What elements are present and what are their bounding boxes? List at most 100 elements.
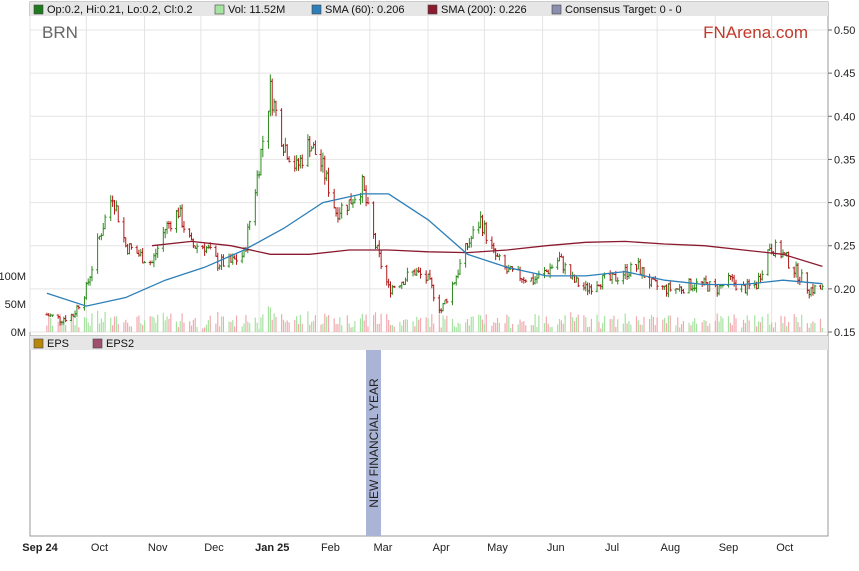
volume-bar [523,321,525,332]
volume-bar [517,324,519,332]
legend-top: Op:0.2, Hi:0.21, Lo:0.2, Cl:0.2 Vol: 11.5… [33,4,682,16]
volume-bar [784,316,786,332]
volume-bar [288,322,290,332]
volume-bar [472,316,474,332]
volume-bar [78,327,80,332]
volume-bar [284,322,286,332]
financial-year-banner [366,350,381,536]
volume-bar [649,318,651,332]
volume-bar [320,324,322,332]
y-tick-label: 0.50 [834,25,855,37]
volume-bar [431,314,433,332]
volume-bar [757,321,760,332]
volume-bar [459,323,461,332]
volume-bar [324,313,326,332]
legend-label: Vol: 11.52M [228,4,285,16]
volume-bar [228,321,230,332]
volume-bar [96,310,99,332]
volume-bar [281,314,283,332]
volume-bar [695,323,698,332]
volume-bar [104,311,106,332]
volume-bar [602,322,604,332]
volume-bar [767,313,769,332]
volume-bar [468,325,470,332]
volume-bar [545,316,547,332]
volume-bar [350,327,352,332]
volume-bar [48,316,50,332]
volume-bar [219,326,221,332]
eps-panel [29,335,829,537]
x-tick-label: Feb [321,542,340,554]
volume-bar [74,324,76,332]
volume-bar [205,324,208,332]
volume-bar [611,319,613,332]
volume-bar [339,317,341,332]
volume-bar [427,318,429,332]
volume-bar [558,318,561,332]
volume-bar [143,320,146,332]
volume-bar [675,325,677,332]
volume-bar [254,317,256,332]
volume-bar [333,318,335,332]
volume-bar [83,317,86,332]
volume-bar [363,320,365,332]
volume-bar [140,323,142,332]
volume-bar [386,313,388,332]
volume-bar [365,314,367,332]
volume-bar [170,313,172,332]
volume-bar [491,325,493,332]
volume-bar [617,319,619,332]
legend-label: SMA (200): 0.226 [441,4,527,16]
volume-bar [741,327,743,332]
volume-bar [780,315,782,332]
volume-bar [87,322,89,332]
volume-bar [814,322,816,332]
volume-bar [718,321,720,332]
volume-bar [564,315,566,332]
y-tick-label: 0.40 [834,111,855,123]
volume-bar [70,316,72,332]
brand-logo: FNArena.com [703,23,808,42]
volume-bar [465,322,467,332]
volume-bar [470,316,472,332]
volume-bar [748,320,750,332]
volume-bar [496,317,499,332]
volume-bar [662,319,664,332]
volume-bar [138,315,140,332]
volume-bar [549,327,551,332]
volume-bar [716,313,718,332]
volume-bar [51,325,54,332]
volume-bar [271,319,273,332]
legend-swatch [311,4,322,15]
volume-bar [399,321,401,332]
volume-bar [480,315,482,332]
volume-bar [361,313,363,332]
volume-bar [414,326,416,332]
volume-bar [769,324,771,332]
volume-bar [220,316,223,332]
volume-bar [793,314,795,332]
volume-bar [183,322,185,332]
volume-bar [808,327,810,332]
volume-bar [380,313,382,332]
volume-bar [359,318,362,332]
volume-bar [709,323,711,332]
volume-bar [759,322,762,332]
legend-swatch [551,4,562,15]
x-tick-label: Mar [374,542,393,554]
volume-bar [761,316,763,332]
volume-bar [309,324,311,332]
volume-bar [508,316,510,332]
volume-bar [442,315,444,332]
volume-bar [346,315,348,332]
volume-bar [297,323,300,332]
legend-bottom: EPS EPS2 [33,338,134,350]
volume-bar [727,316,730,332]
y-tick-label: 0.15 [834,327,855,339]
legend-swatch [33,338,44,349]
x-tick-label: Apr [433,542,450,554]
x-tick-label: Sep 24 [22,542,58,554]
volume-bar [249,323,251,332]
volume-bar [204,327,206,332]
volume-bar [301,323,303,332]
